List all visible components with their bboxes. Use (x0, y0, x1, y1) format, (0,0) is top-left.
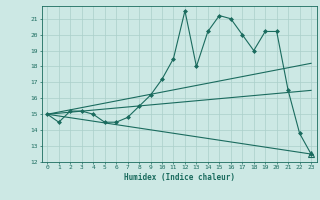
X-axis label: Humidex (Indice chaleur): Humidex (Indice chaleur) (124, 173, 235, 182)
